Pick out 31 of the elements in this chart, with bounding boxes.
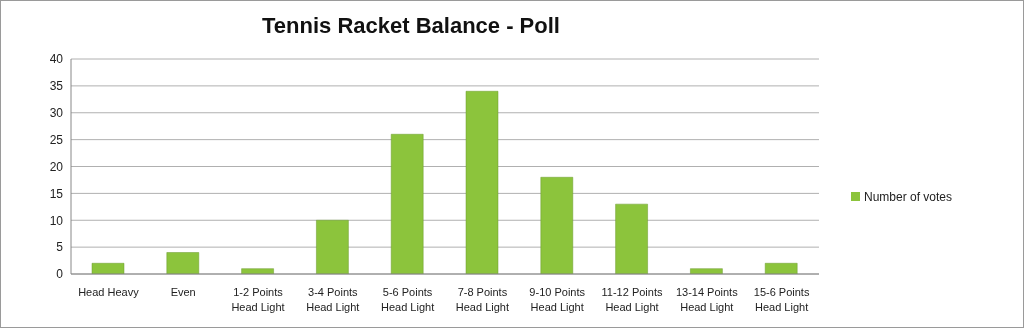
x-tick-label: 15-6 Points Head Light [753,286,810,313]
x-tick-label: 5-6 Points Head Light [380,286,435,313]
bar [615,203,648,274]
x-tick-label: 9-10 Points Head Light [529,286,586,313]
bar [316,220,349,274]
bar [390,134,424,274]
x-tick-label: Even [170,286,196,298]
y-tick-label: 20 [49,159,64,174]
y-tick-label: 0 [56,267,64,282]
x-tick-label: 7-8 Points Head Light [455,286,510,313]
y-tick-label: 30 [49,106,64,121]
bar [91,263,125,274]
x-tick-label: Head Heavy [78,286,140,298]
x-tick-label: 13-14 Points Head Light [675,286,739,313]
y-tick-label: 5 [56,240,64,255]
bar [465,91,499,274]
bar [166,252,200,274]
bar [241,268,274,274]
legend-label: Number of votes [864,190,953,204]
x-tick-label: 1-2 Points Head Light [231,286,285,313]
bar [764,263,798,274]
bar [540,177,574,274]
y-tick-label: 35 [49,79,64,94]
y-tick-label: 15 [49,186,64,201]
y-tick-label: 40 [49,52,64,67]
x-tick-label: 3-4 Points Head Light [306,286,360,313]
x-tick-label: 11-12 Points Head Light [601,286,663,313]
bar [690,268,723,274]
y-tick-label: 10 [49,213,64,228]
chart-title: Tennis Racket Balance - Poll [261,13,561,39]
y-tick-label: 25 [49,132,64,147]
